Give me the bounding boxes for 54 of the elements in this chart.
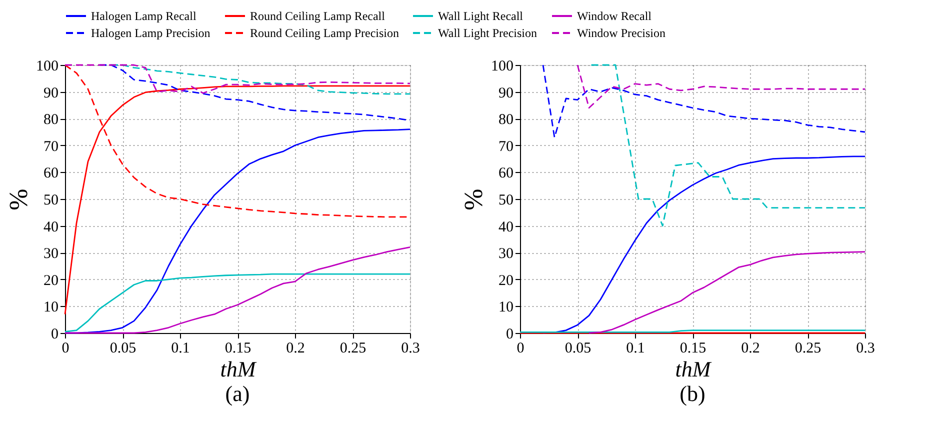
y-tick-label: 70 <box>44 138 58 155</box>
y-tick-label: 40 <box>44 219 58 236</box>
x-tick-label: 0.3 <box>856 340 875 356</box>
legend-label: Window Recall <box>577 9 652 23</box>
x-axis-title: thM <box>675 356 712 382</box>
y-tick-label: 90 <box>498 85 514 102</box>
x-tick-label: 0.1 <box>626 340 645 356</box>
legend-label: Halogen Lamp Recall <box>91 9 197 23</box>
line-series <box>576 64 866 109</box>
y-tick-label: 10 <box>44 300 58 316</box>
x-tick-label: 0 <box>516 340 524 356</box>
y-tick-label: 20 <box>44 272 58 289</box>
y-axis-title: % <box>459 188 488 210</box>
y-tick-label: 100 <box>36 58 58 74</box>
y-tick-label: 40 <box>498 219 514 236</box>
legend-label: Round Ceiling Lamp Precision <box>250 26 399 40</box>
y-tick-label: 100 <box>491 58 514 74</box>
y-tick-label: 20 <box>498 272 514 289</box>
y-tick-label: 80 <box>498 112 514 128</box>
x-tick-label: 0 <box>62 340 70 356</box>
legend-label: Wall Light Precision <box>438 26 538 40</box>
line-series <box>588 251 866 334</box>
legend-label: Window Precision <box>577 26 666 40</box>
x-tick-label: 0.3 <box>401 340 420 356</box>
y-tick-label: 30 <box>498 246 514 262</box>
x-tick-label: 0.15 <box>224 340 252 356</box>
y-tick-label: 70 <box>498 138 514 155</box>
y-tick-label: 10 <box>498 300 514 316</box>
y-tick-label: 50 <box>44 192 58 208</box>
x-axis-title: thM <box>220 356 258 382</box>
x-tick-label: 0.05 <box>110 340 136 356</box>
x-tick-label: 0.1 <box>171 340 190 356</box>
x-tick-label: 0.25 <box>794 340 822 356</box>
x-tick-label: 0.05 <box>564 340 592 356</box>
text: (b) <box>680 381 706 406</box>
y-tick-label: 50 <box>498 192 514 208</box>
line-series <box>542 64 866 138</box>
legend-label: Round Ceiling Lamp Recall <box>250 9 386 23</box>
x-tick-label: 0.2 <box>286 340 305 356</box>
y-tick-label: 90 <box>44 85 58 102</box>
y-tick-label: 60 <box>498 166 514 182</box>
y-tick-label: 80 <box>44 112 58 128</box>
y-tick-label: 30 <box>44 246 58 262</box>
text: (a) <box>225 381 250 406</box>
x-tick-label: 0.15 <box>680 340 706 356</box>
legend-label: Wall Light Recall <box>438 9 524 23</box>
y-tick-label: 60 <box>44 166 58 182</box>
y-tick-label: 0 <box>51 326 58 342</box>
y-tick-label: 0 <box>506 326 514 342</box>
legend-label: Halogen Lamp Precision <box>91 26 210 40</box>
x-tick-label: 0.25 <box>340 340 366 356</box>
x-tick-label: 0.2 <box>741 340 760 356</box>
line-series <box>590 64 866 226</box>
y-axis-title: % <box>4 188 33 210</box>
